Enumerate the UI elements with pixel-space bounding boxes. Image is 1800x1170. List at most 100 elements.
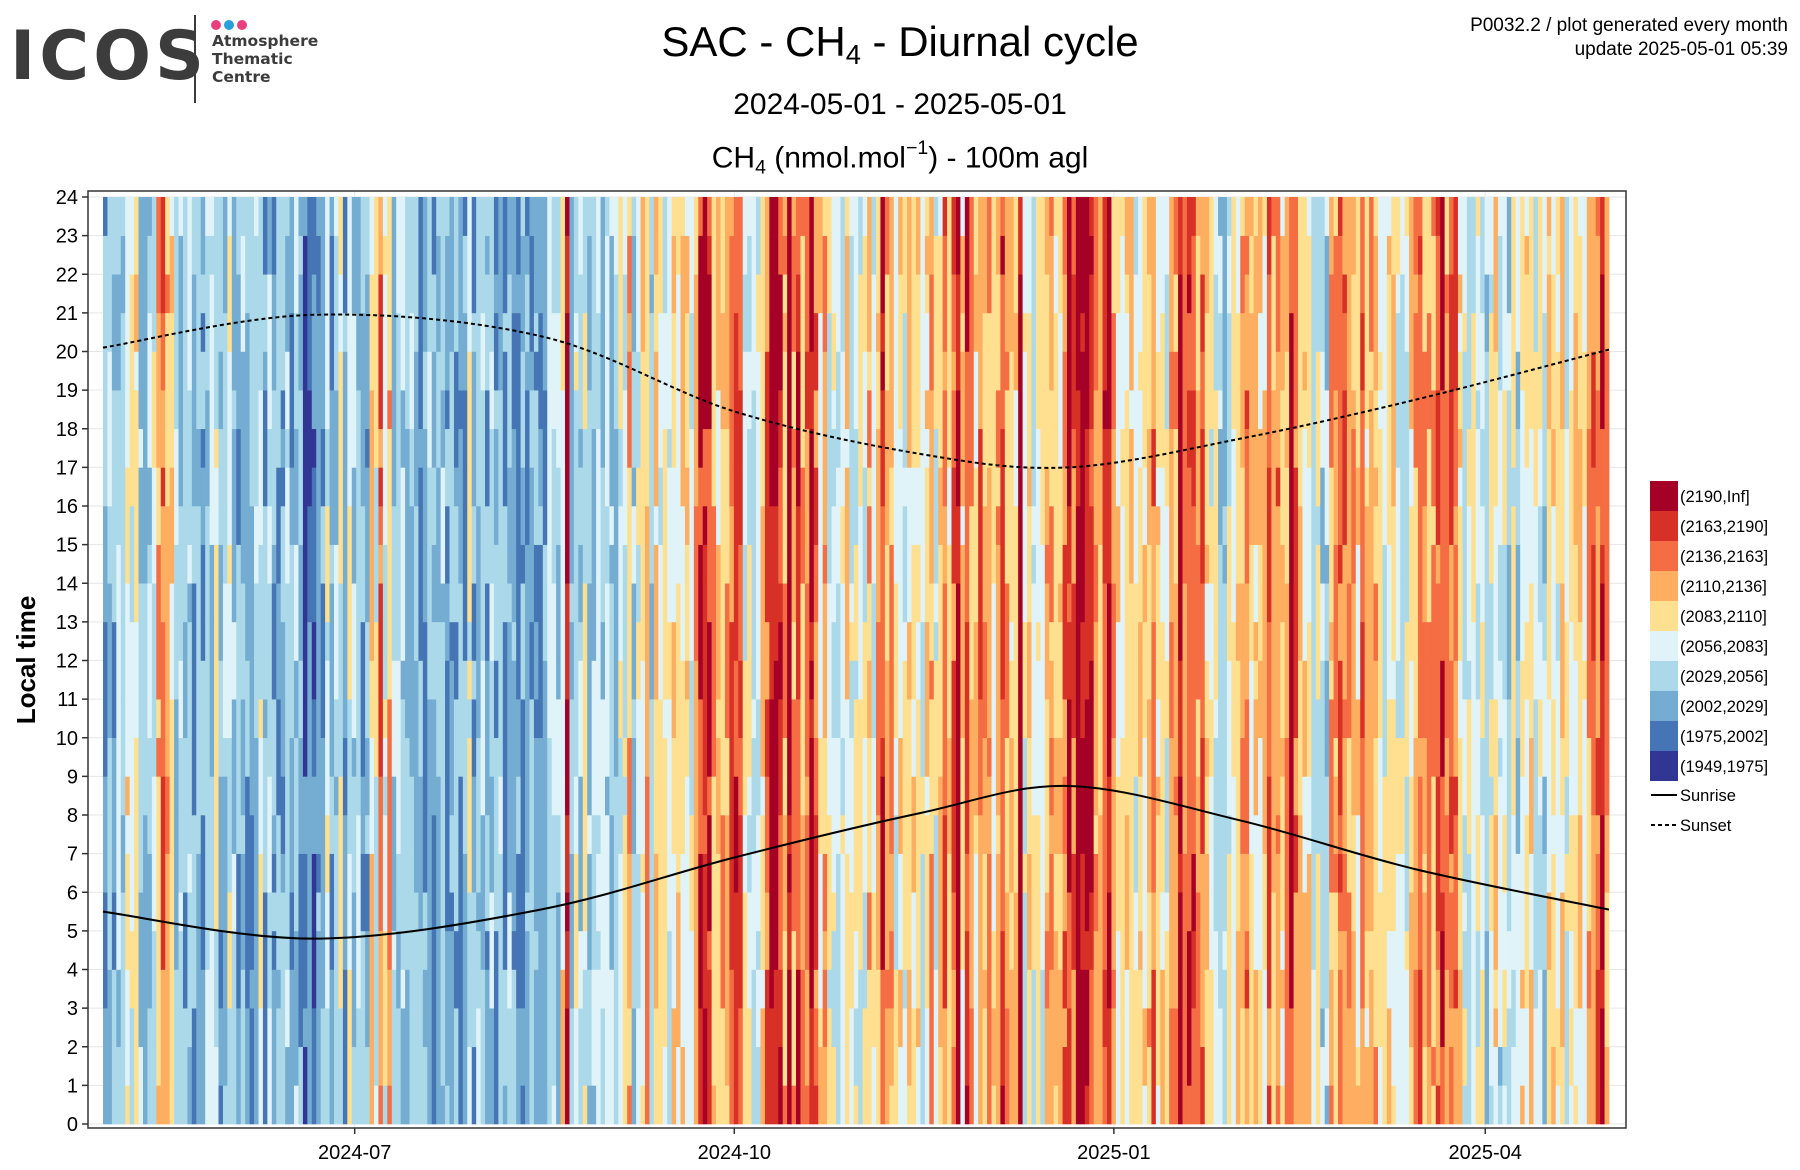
heatmap-cell <box>1258 737 1263 854</box>
heatmap-cell <box>502 197 508 314</box>
heatmap-cell <box>836 312 841 352</box>
plot-generation-note: P0032.2 / plot generated every month <box>1470 15 1788 36</box>
heatmap-cell <box>1502 815 1508 893</box>
heatmap-cell <box>591 197 597 275</box>
heatmap-cell <box>1320 467 1326 545</box>
heatmap-cell <box>258 853 264 1009</box>
heatmap-cell <box>1493 197 1499 352</box>
heatmap-cell <box>400 660 406 700</box>
heatmap-cell <box>551 197 557 275</box>
heatmap-cell <box>1120 660 1126 739</box>
heatmap-cell <box>915 274 921 430</box>
heatmap-cell <box>1182 583 1188 700</box>
heatmap-cell <box>924 467 930 623</box>
heatmap-cell <box>1044 544 1050 584</box>
heatmap-cell <box>1262 506 1268 623</box>
heatmap-cell <box>778 815 784 970</box>
heatmap-cell <box>693 506 699 661</box>
heatmap-cell <box>1431 235 1437 391</box>
heatmap-cell <box>498 312 504 391</box>
heatmap-cell <box>822 351 828 468</box>
heatmap-cell <box>1555 930 1561 1009</box>
heatmap-cell <box>1551 699 1557 816</box>
heatmap-cell <box>1151 506 1157 584</box>
heatmap-cell <box>747 351 752 391</box>
heatmap-cell <box>1062 1046 1068 1125</box>
heatmap-cell <box>853 1085 859 1125</box>
heatmap-cell <box>1040 930 1046 970</box>
heatmap-cell <box>640 1085 646 1125</box>
heatmap-cell <box>1551 1046 1557 1125</box>
heatmap-cell <box>1560 1008 1565 1048</box>
heatmap-cell <box>1560 583 1565 661</box>
heatmap-cell <box>938 815 944 932</box>
heatmap-cell <box>338 583 344 661</box>
heatmap-cell <box>182 506 188 623</box>
heatmap-cell <box>1480 274 1486 314</box>
heatmap-cell <box>1600 1008 1605 1125</box>
heatmap-cell <box>1484 506 1490 661</box>
heatmap-cell <box>924 274 930 314</box>
heatmap-cell <box>1102 815 1108 970</box>
heatmap-cell <box>1546 583 1552 700</box>
heatmap-cell <box>800 467 806 584</box>
heatmap-cell <box>525 235 530 275</box>
heatmap-cell <box>1284 197 1290 275</box>
heatmap-cell <box>1320 815 1326 932</box>
heatmap-cell <box>191 660 197 816</box>
heatmap-cell <box>724 351 730 430</box>
heatmap-cell <box>334 930 339 1086</box>
heatmap-cell <box>707 428 713 584</box>
heatmap-cell <box>951 1046 957 1086</box>
heatmap-cell <box>849 737 855 893</box>
heatmap-cell <box>1377 390 1383 430</box>
heatmap-cell <box>1146 583 1152 700</box>
heatmap-cell <box>653 351 659 507</box>
heatmap-cell <box>125 815 131 854</box>
heatmap-cell <box>502 312 508 352</box>
heatmap-cell <box>733 390 739 468</box>
heatmap-cell <box>276 351 282 468</box>
heatmap-cell <box>955 930 961 1048</box>
heatmap-cell <box>880 660 886 700</box>
heatmap-cell <box>222 197 228 275</box>
heatmap-cell <box>818 660 824 739</box>
heatmap-cell <box>782 312 788 352</box>
heatmap-cell <box>1413 274 1419 314</box>
heatmap-cell <box>1480 506 1486 584</box>
heatmap-cell <box>1093 235 1099 391</box>
heatmap-cell <box>698 1008 704 1125</box>
heatmap-cell <box>964 506 970 623</box>
heatmap-cell <box>1075 892 1081 1048</box>
heatmap-cell <box>1511 815 1517 970</box>
heatmap-cell <box>880 776 886 854</box>
heatmap-cell <box>733 197 739 314</box>
heatmap-cell <box>556 1046 561 1125</box>
heatmap-cell <box>1493 1046 1499 1125</box>
heatmap-cell <box>676 197 681 275</box>
heatmap-cell <box>1253 699 1259 816</box>
heatmap-cell <box>1329 428 1334 468</box>
heatmap-cell <box>902 1008 908 1125</box>
heatmap-cell <box>738 390 744 545</box>
heatmap-cell <box>769 506 775 623</box>
heatmap-cell <box>578 544 584 623</box>
heatmap-cell <box>334 235 339 275</box>
heatmap-cell <box>1195 544 1201 661</box>
heatmap-cell <box>1062 544 1068 700</box>
heatmap-cell <box>822 467 828 545</box>
heatmap-cell <box>569 197 575 314</box>
heatmap-cell <box>707 197 713 236</box>
heatmap-cell <box>1449 1008 1454 1048</box>
heatmap-cell <box>698 699 704 854</box>
heatmap-cell <box>1386 699 1392 739</box>
heatmap-cell <box>338 274 344 352</box>
heatmap-cell <box>1115 235 1121 314</box>
heatmap-cell <box>1271 235 1277 391</box>
heatmap-cell <box>1595 621 1601 739</box>
heatmap-cell <box>1426 583 1432 623</box>
heatmap-cell <box>1413 467 1419 584</box>
heatmap-cell <box>1497 390 1503 545</box>
heatmap-cell <box>325 312 330 430</box>
heatmap-cell <box>320 776 326 816</box>
